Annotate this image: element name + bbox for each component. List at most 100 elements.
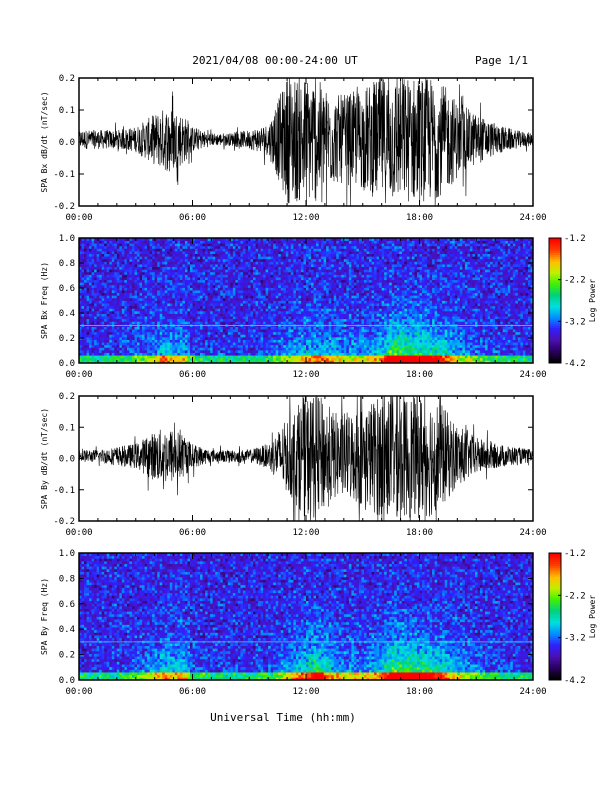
heatmap-cell — [288, 264, 292, 268]
heatmap-cell — [222, 339, 226, 343]
heatmap-cell — [111, 295, 115, 299]
heatmap-cell — [111, 282, 115, 286]
heatmap-cell — [124, 360, 128, 363]
heatmap-cell — [222, 238, 226, 241]
heatmap-cell — [179, 347, 183, 351]
heatmap-cell — [134, 336, 138, 340]
heatmap-cell — [84, 334, 87, 338]
heatmap-cell — [285, 349, 289, 353]
heatmap-cell — [184, 321, 188, 325]
heatmap-cell — [240, 282, 244, 286]
heatmap-cell — [121, 355, 125, 359]
heatmap-cell — [172, 282, 176, 286]
heatmap-cell — [275, 284, 279, 288]
heatmap-cell — [217, 266, 221, 270]
heatmap-cell — [311, 360, 314, 363]
heatmap-cell — [81, 238, 85, 241]
heatmap-cell — [260, 339, 264, 343]
heatmap-cell — [195, 269, 198, 273]
heatmap-cell — [114, 243, 118, 247]
heatmap-cell — [187, 339, 191, 343]
heatmap-cell — [159, 287, 163, 291]
heatmap-cell — [333, 279, 337, 283]
heatmap-cell — [99, 316, 103, 320]
heatmap-cell — [164, 331, 168, 335]
heatmap-cell — [326, 258, 330, 262]
heatmap-cell — [263, 274, 267, 278]
heatmap-cell — [205, 321, 209, 325]
heatmap-cell — [308, 308, 312, 312]
heatmap-cell — [189, 274, 193, 278]
heatmap-cell — [121, 308, 125, 312]
heatmap-cell — [187, 295, 191, 299]
heatmap-cell — [169, 336, 173, 340]
heatmap-cell — [86, 287, 90, 291]
heatmap-cell — [306, 295, 309, 299]
heatmap-cell — [328, 303, 332, 307]
heatmap-cell — [162, 316, 166, 320]
heatmap-cell — [177, 347, 181, 351]
heatmap-cell — [116, 313, 120, 317]
heatmap-cell — [116, 318, 120, 322]
heatmap-cell — [164, 352, 168, 356]
heatmap-cell — [290, 336, 294, 340]
heatmap-cell — [326, 355, 330, 359]
heatmap-cell — [162, 295, 166, 299]
heatmap-cell — [323, 313, 327, 317]
heatmap-cell — [222, 279, 226, 283]
heatmap-cell — [245, 308, 249, 312]
heatmap-cell — [255, 295, 259, 299]
heatmap-cell — [177, 282, 181, 286]
heatmap-cell — [311, 279, 314, 283]
heatmap-cell — [147, 240, 151, 244]
heatmap-cell — [270, 310, 274, 314]
heatmap-cell — [134, 308, 138, 312]
heatmap-cell — [131, 297, 135, 301]
heatmap-cell — [235, 344, 239, 348]
heatmap-cell — [189, 282, 193, 286]
heatmap-cell — [222, 342, 226, 346]
heatmap-cell — [321, 339, 325, 343]
heatmap-cell — [230, 360, 234, 363]
heatmap-cell — [336, 321, 340, 325]
heatmap-cell — [290, 313, 294, 317]
heatmap-cell — [240, 287, 244, 291]
heatmap-cell — [99, 251, 103, 255]
heatmap-cell — [114, 331, 118, 335]
heatmap-cell — [300, 303, 304, 307]
heatmap-cell — [270, 269, 274, 273]
heatmap-cell — [142, 274, 145, 278]
heatmap-cell — [240, 347, 244, 351]
heatmap-cell — [253, 274, 256, 278]
heatmap-cell — [89, 329, 93, 333]
heatmap-cell — [275, 243, 279, 247]
heatmap-cell — [79, 274, 82, 278]
heatmap-cell — [129, 287, 133, 291]
heatmap-cell — [313, 329, 317, 333]
heatmap-cell — [79, 245, 82, 249]
heatmap-cell — [109, 251, 113, 255]
heatmap-cell — [323, 248, 327, 252]
heatmap-cell — [99, 357, 103, 361]
heatmap-cell — [167, 300, 171, 304]
heatmap-cell — [331, 334, 335, 338]
heatmap-cell — [144, 360, 148, 363]
heatmap-cell — [154, 355, 158, 359]
heatmap-cell — [263, 251, 267, 255]
heatmap-cell — [144, 279, 148, 283]
heatmap-cell — [184, 339, 188, 343]
heatmap-cell — [308, 245, 312, 249]
heatmap-cell — [205, 300, 209, 304]
heatmap-cell — [144, 245, 148, 249]
heatmap-cell — [316, 274, 320, 278]
heatmap-cell — [147, 248, 151, 252]
heatmap-cell — [290, 316, 294, 320]
heatmap-cell — [280, 347, 284, 351]
heatmap-cell — [240, 305, 244, 309]
heatmap-cell — [212, 245, 216, 249]
heatmap-cell — [318, 274, 322, 278]
heatmap-cell — [255, 300, 259, 304]
heatmap-cell — [169, 266, 173, 270]
heatmap-cell — [91, 238, 95, 241]
heatmap-cell — [273, 310, 277, 314]
